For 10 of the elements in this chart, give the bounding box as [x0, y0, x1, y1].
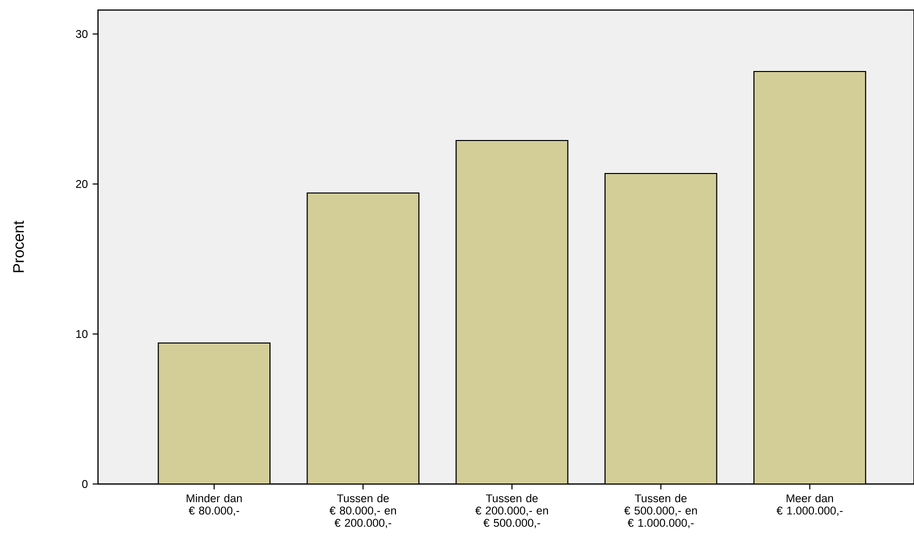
- x-tick-label: Meer dan € 1.000.000,-: [776, 494, 843, 516]
- x-tick-label: Minder dan € 80.000,-: [186, 494, 242, 516]
- y-axis-title: Procent: [13, 220, 24, 272]
- y-tick-label: 0: [82, 480, 88, 488]
- y-tick-label: 30: [76, 30, 88, 38]
- y-tick-label: 20: [76, 180, 88, 188]
- x-tick-label: Tussen de € 200.000,- en € 500.000,-: [475, 494, 548, 528]
- x-tick-label: Tussen de € 80.000,- en € 200.000,-: [330, 494, 396, 528]
- x-tick-label: Tussen de € 500.000,- en € 1.000.000,-: [624, 494, 697, 528]
- y-tick-label: 10: [76, 330, 88, 338]
